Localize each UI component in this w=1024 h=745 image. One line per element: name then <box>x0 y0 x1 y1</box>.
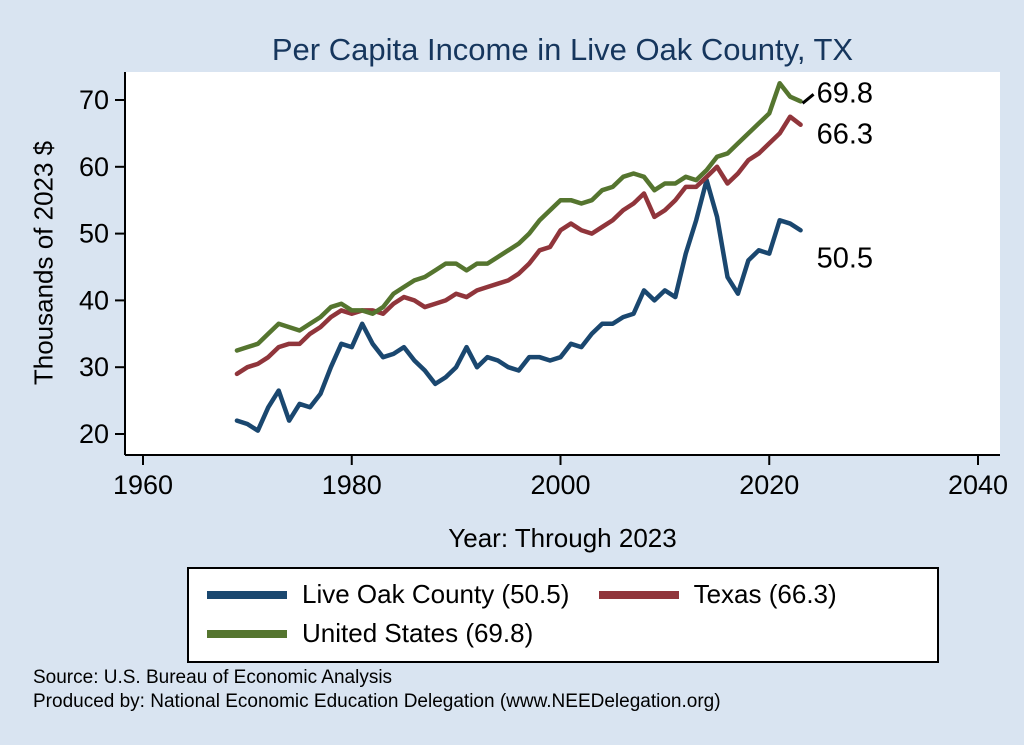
footer: Source: U.S. Bureau of Economic Analysis… <box>33 666 721 714</box>
legend-label-texas: Texas (66.3) <box>693 579 837 609</box>
series-line-live_oak <box>234 177 803 433</box>
x-tick-label: 2020 <box>739 470 799 500</box>
y-tick-label: 30 <box>79 352 109 382</box>
x-tick-label: 1960 <box>113 470 173 500</box>
end-label-leader <box>801 93 815 105</box>
legend-label-us: United States (69.8) <box>302 618 534 648</box>
y-axis-label: Thousands of 2023 $ <box>28 140 59 386</box>
y-tick-label: 60 <box>79 152 109 182</box>
x-tick-label: 1980 <box>322 470 382 500</box>
legend-swatch-texas <box>598 590 679 599</box>
chart-title: Per Capita Income in Live Oak County, TX <box>271 32 854 67</box>
legend: Live Oak County (50.5) Texas (66.3) Unit… <box>187 567 939 663</box>
end-label-texas: 66.3 <box>817 119 873 151</box>
y-tick-label: 70 <box>79 85 109 115</box>
y-tick-label: 50 <box>79 219 109 249</box>
end-label-live_oak: 50.5 <box>817 242 873 274</box>
x-tick-label: 2040 <box>948 470 1008 500</box>
legend-label-live-oak: Live Oak County (50.5) <box>302 579 570 609</box>
x-tick-label: 2000 <box>530 470 590 500</box>
series-line-us <box>234 81 803 353</box>
legend-item-texas: Texas (66.3) <box>598 579 919 610</box>
legend-item-live-oak: Live Oak County (50.5) <box>207 579 599 610</box>
legend-swatch-live-oak <box>207 590 287 599</box>
y-tick-label: 40 <box>79 285 109 315</box>
legend-swatch-us <box>207 629 287 638</box>
plot-area <box>125 72 1000 455</box>
legend-item-us: United States (69.8) <box>207 618 599 649</box>
x-axis-label: Year: Through 2023 <box>448 523 677 553</box>
end-label-us: 69.8 <box>817 77 873 109</box>
series-line-texas <box>234 114 803 377</box>
footer-source-line: Source: U.S. Bureau of Economic Analysis <box>33 667 393 688</box>
y-tick-label: 20 <box>79 419 109 449</box>
footer-produced-line: Produced by: National Economic Education… <box>33 691 721 712</box>
